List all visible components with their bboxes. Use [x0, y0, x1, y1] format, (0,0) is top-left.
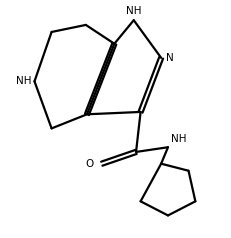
Text: NH: NH	[15, 76, 31, 86]
Text: O: O	[85, 159, 94, 169]
Text: N: N	[166, 53, 173, 63]
Text: NH: NH	[171, 134, 187, 144]
Text: NH: NH	[126, 5, 142, 15]
